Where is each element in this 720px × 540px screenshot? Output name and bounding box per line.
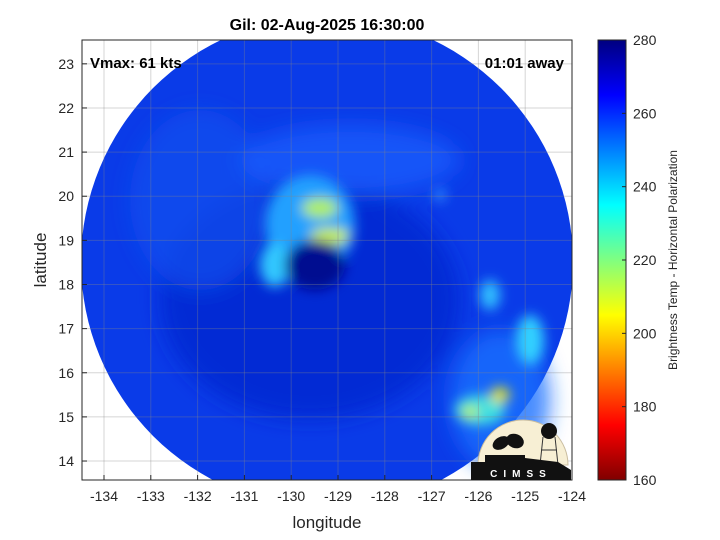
x-tick-label: -133 bbox=[137, 488, 165, 504]
y-tick-label: 17 bbox=[58, 321, 74, 337]
time-away-annotation: 01:01 away bbox=[485, 55, 565, 72]
x-tick-label: -124 bbox=[558, 488, 586, 504]
x-tick-label: -127 bbox=[418, 488, 446, 504]
y-tick-label: 20 bbox=[58, 188, 74, 204]
x-tick-label: -132 bbox=[184, 488, 212, 504]
y-tick-label: 19 bbox=[58, 232, 74, 248]
colorbar-tick-label: 240 bbox=[633, 179, 657, 195]
colorbar-tick-label: 180 bbox=[633, 399, 657, 415]
colorbar-tick-label: 200 bbox=[633, 325, 657, 341]
cimss-logo-text: CIMSS bbox=[490, 469, 552, 480]
x-tick-label: -134 bbox=[90, 488, 118, 504]
y-axis-label: latitude bbox=[31, 233, 50, 288]
y-tick-label: 16 bbox=[58, 365, 74, 381]
colorbar-ticks: 160 180 200 220 240 260 280 bbox=[622, 32, 657, 488]
y-tick-label: 21 bbox=[58, 144, 74, 160]
y-tick-label: 18 bbox=[58, 276, 74, 292]
cimss-logo: CIMSS bbox=[471, 419, 571, 480]
plot-frame bbox=[81, 39, 573, 481]
chart-title: Gil: 02-Aug-2025 16:30:00 bbox=[230, 17, 425, 34]
x-tick-label: -125 bbox=[511, 488, 539, 504]
x-tick-label: -131 bbox=[230, 488, 258, 504]
axis-ticks: -134 -133 -132 -131 -130 -129 -128 -127 -126 -125… bbox=[58, 56, 586, 504]
x-tick-label: -128 bbox=[371, 488, 399, 504]
colorbar-tick-label: 160 bbox=[633, 472, 657, 488]
y-tick-label: 15 bbox=[58, 409, 74, 425]
colorbar-tick-label: 280 bbox=[633, 32, 657, 48]
vmax-annotation: Vmax: 61 kts bbox=[90, 55, 182, 72]
colorbar bbox=[597, 39, 627, 481]
y-tick-label: 23 bbox=[58, 56, 74, 72]
colorbar-tick-label: 220 bbox=[633, 252, 657, 268]
y-tick-label: 22 bbox=[58, 100, 74, 116]
x-tick-label: -126 bbox=[464, 488, 492, 504]
grid-lines bbox=[82, 40, 572, 480]
colorbar-tick-label: 260 bbox=[633, 105, 657, 121]
x-axis-label: longitude bbox=[292, 513, 361, 532]
y-tick-label: 14 bbox=[58, 453, 74, 469]
x-tick-label: -129 bbox=[324, 488, 352, 504]
colorbar-label: Brightness Temp - Horizontal Polarizatio… bbox=[666, 150, 680, 370]
x-tick-label: -130 bbox=[277, 488, 305, 504]
